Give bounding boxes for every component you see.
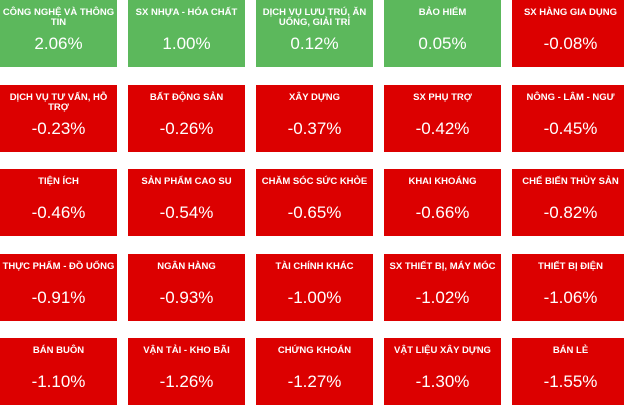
sector-tile[interactable]: VẬT LIỆU XÂY DỰNG -1.30% xyxy=(384,338,501,405)
sector-tile[interactable]: BÁN LẺ -1.55% xyxy=(512,338,624,405)
sector-name: THIẾT BỊ ĐIỆN xyxy=(538,260,603,272)
sector-change-value: -0.46% xyxy=(31,203,86,222)
sector-change-value: -0.26% xyxy=(159,118,214,138)
sector-name: SX THIẾT BỊ, MÁY MÓC xyxy=(389,260,496,272)
sector-change-value: -0.82% xyxy=(543,203,598,222)
sector-tile[interactable]: CHỨNG KHOÁN -1.27% xyxy=(256,338,373,405)
sector-change-value: 0.12% xyxy=(290,34,339,53)
sector-tile[interactable]: VẬN TẢI - KHO BÃI -1.26% xyxy=(128,338,245,405)
sector-name: SX NHỰA - HÓA CHẤT xyxy=(135,7,238,18)
sector-change-value: -0.42% xyxy=(415,118,470,138)
sector-change-value: 0.05% xyxy=(418,34,467,53)
sector-tile[interactable]: KHAI KHOÁNG -0.66% xyxy=(384,169,501,236)
sector-name: SX PHỤ TRỢ xyxy=(413,91,472,103)
sector-change-value: -1.10% xyxy=(31,372,86,391)
sector-tile[interactable]: SX THIẾT BỊ, MÁY MÓC -1.02% xyxy=(384,253,501,321)
sector-tile[interactable]: NÔNG - LÂM - NGƯ -0.45% xyxy=(512,84,624,152)
sector-name: BÁN LẺ xyxy=(552,345,589,356)
sector-tile[interactable]: XÂY DỰNG -0.37% xyxy=(256,84,373,152)
sector-name: BÁN BUÔN xyxy=(32,345,85,356)
sector-name: XÂY DỰNG xyxy=(289,91,340,103)
sector-change-value: -0.65% xyxy=(287,203,342,222)
sector-change-value: -0.08% xyxy=(543,34,598,53)
sector-name: DỊCH VỤ LƯU TRÚ, ĂN UỐNG, GIẢI TRÍ xyxy=(262,7,367,28)
sector-change-value: -0.93% xyxy=(159,287,214,307)
sector-name: SẢN PHẨM CAO SU xyxy=(141,176,232,187)
sector-tile[interactable]: DỊCH VỤ LƯU TRÚ, ĂN UỐNG, GIẢI TRÍ 0.12% xyxy=(256,0,373,67)
sector-tile[interactable]: TÀI CHÍNH KHÁC -1.00% xyxy=(256,253,373,321)
sector-tile[interactable]: SX NHỰA - HÓA CHẤT 1.00% xyxy=(128,0,245,67)
sector-change-value: 2.06% xyxy=(34,34,83,53)
sector-tile[interactable]: BẤT ĐỘNG SẢN -0.26% xyxy=(128,84,245,152)
sector-change-value: -0.54% xyxy=(159,203,214,222)
sector-name: NGÂN HÀNG xyxy=(157,260,216,272)
sector-change-value: -0.91% xyxy=(31,287,86,307)
sector-name: BẢO HIỂM xyxy=(418,7,467,18)
sector-change-value: -0.37% xyxy=(287,118,342,138)
sector-tile[interactable]: BẢO HIỂM 0.05% xyxy=(384,0,501,67)
sector-tile[interactable]: SX PHỤ TRỢ -0.42% xyxy=(384,84,501,152)
sector-tile[interactable]: NGÂN HÀNG -0.93% xyxy=(128,253,245,321)
sector-change-value: -0.45% xyxy=(543,118,598,138)
sector-name: VẬN TẢI - KHO BÃI xyxy=(143,345,230,356)
sector-name: TÀI CHÍNH KHÁC xyxy=(275,260,354,272)
sector-name: CHỨNG KHOÁN xyxy=(277,345,352,356)
sector-name: SX HÀNG GIA DỤNG xyxy=(523,7,618,18)
sector-tile[interactable]: TIỆN ÍCH -0.46% xyxy=(0,169,117,236)
sector-tile[interactable]: SX HÀNG GIA DỤNG -0.08% xyxy=(512,0,624,67)
sector-name: CHẾ BIẾN THỦY SẢN xyxy=(522,176,619,187)
sector-name: VẬT LIỆU XÂY DỰNG xyxy=(394,345,491,356)
sector-change-value: -0.23% xyxy=(31,118,86,138)
sector-change-value: -1.55% xyxy=(543,372,598,391)
sector-change-value: -1.02% xyxy=(415,287,470,307)
sector-tile[interactable]: DỊCH VỤ TƯ VẤN, HỖ TRỢ -0.23% xyxy=(0,84,117,152)
sector-tile[interactable]: CHẾ BIẾN THỦY SẢN -0.82% xyxy=(512,169,624,236)
sector-change-value: -1.30% xyxy=(415,372,470,391)
sector-tile[interactable]: SẢN PHẨM CAO SU -0.54% xyxy=(128,169,245,236)
sector-change-value: -1.06% xyxy=(543,287,598,307)
sector-name: BẤT ĐỘNG SẢN xyxy=(149,91,224,103)
sector-name: KHAI KHOÁNG xyxy=(408,176,477,187)
sector-tile[interactable]: BÁN BUÔN -1.10% xyxy=(0,338,117,405)
sector-name: CHĂM SÓC SỨC KHỎE xyxy=(261,176,368,187)
sector-name: CÔNG NGHỆ VÀ THÔNG TIN xyxy=(2,7,115,28)
sector-name: THỰC PHẨM - ĐỒ UỐNG xyxy=(2,260,115,272)
sector-change-value: -1.27% xyxy=(287,372,342,391)
sector-tile[interactable]: CHĂM SÓC SỨC KHỎE -0.65% xyxy=(256,169,373,236)
sector-name: TIỆN ÍCH xyxy=(38,176,79,187)
sector-change-value: -0.66% xyxy=(415,203,470,222)
sector-change-value: 1.00% xyxy=(162,34,211,53)
sector-name: DỊCH VỤ TƯ VẤN, HỖ TRỢ xyxy=(9,91,108,113)
sector-change-value: -1.26% xyxy=(159,372,214,391)
sector-change-value: -1.00% xyxy=(287,287,342,307)
sector-tile[interactable]: CÔNG NGHỆ VÀ THÔNG TIN 2.06% xyxy=(0,0,117,67)
sector-tile[interactable]: THIẾT BỊ ĐIỆN -1.06% xyxy=(512,253,624,321)
sector-tile[interactable]: THỰC PHẨM - ĐỒ UỐNG -0.91% xyxy=(0,253,117,321)
sector-name: NÔNG - LÂM - NGƯ xyxy=(526,91,615,103)
